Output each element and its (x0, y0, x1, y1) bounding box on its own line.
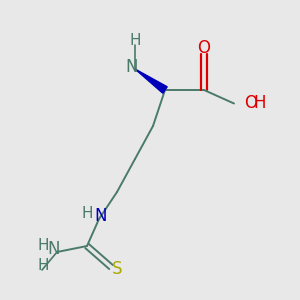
Text: O: O (197, 39, 211, 57)
Text: H: H (129, 33, 141, 48)
Text: O: O (244, 94, 257, 112)
Text: H: H (82, 206, 93, 220)
Text: H: H (38, 238, 49, 253)
Text: N: N (48, 240, 60, 258)
Text: N: N (94, 207, 107, 225)
Text: N: N (126, 58, 138, 76)
Text: H: H (38, 258, 49, 273)
Text: S: S (112, 260, 122, 278)
Text: H: H (254, 94, 266, 112)
Polygon shape (135, 69, 167, 93)
